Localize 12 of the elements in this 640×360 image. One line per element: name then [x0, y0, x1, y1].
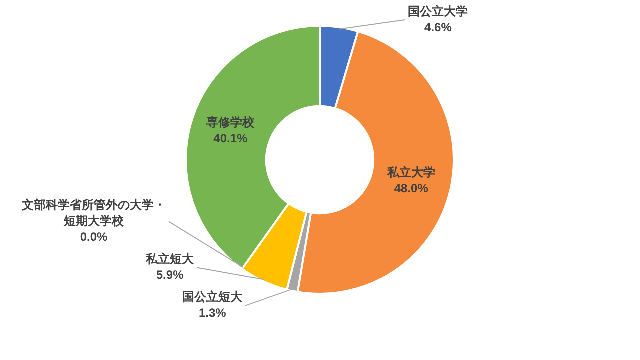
data-label: 48.0%: [394, 182, 429, 196]
data-label: 1.3%: [198, 306, 227, 320]
slice-label: 国公立短大: [182, 290, 244, 304]
slice-label: 私立短大: [145, 252, 196, 266]
text: 0.0%: [80, 230, 108, 244]
slice-label: 私立大学: [386, 166, 436, 180]
slice-label: 専修学校: [206, 116, 256, 130]
slice-label: 国公立大学: [408, 4, 468, 18]
data-label: 40.1%: [214, 132, 248, 146]
data-label: 5.9%: [156, 268, 184, 282]
data-label: 4.6%: [424, 20, 452, 34]
category-label: 文部科学省所管外の大学・短期大学校: [22, 198, 166, 228]
